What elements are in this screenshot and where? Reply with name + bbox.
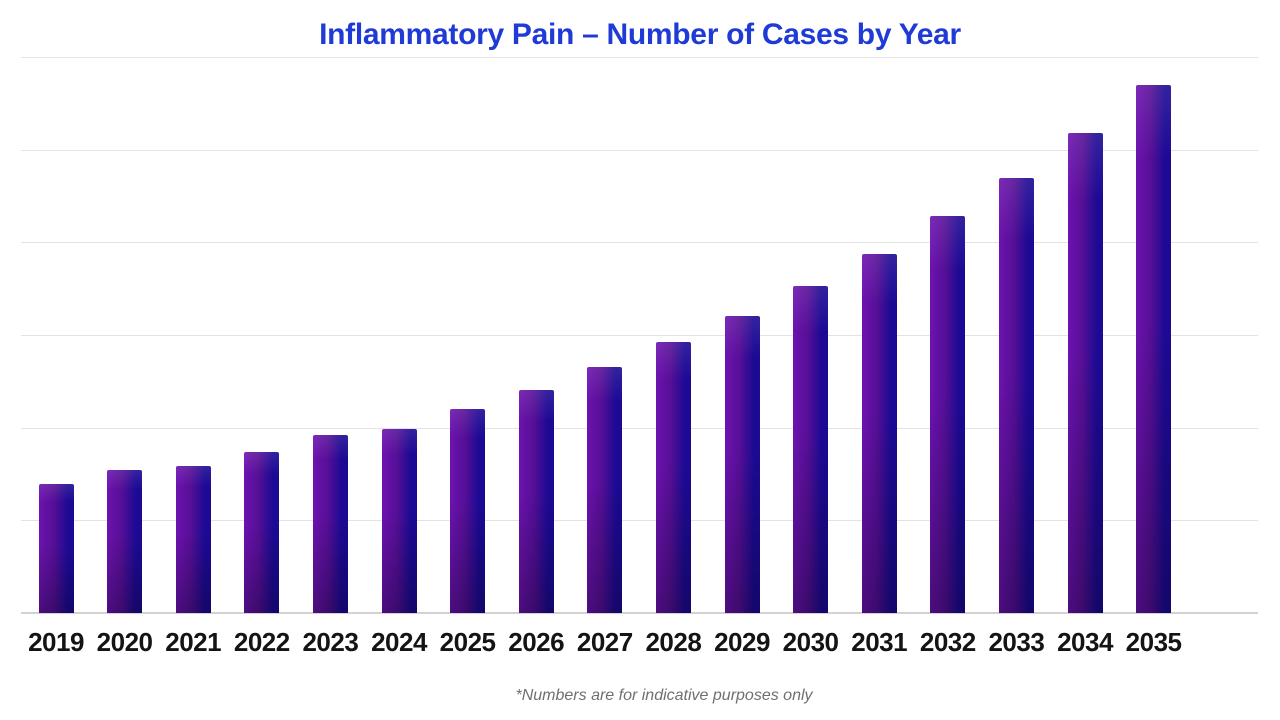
gridline bbox=[21, 335, 1258, 336]
x-tick-label-2026: 2026 bbox=[508, 627, 565, 657]
gridline bbox=[21, 242, 1258, 243]
chart-title: Inflammatory Pain – Number of Cases by Y… bbox=[319, 18, 961, 51]
gridline bbox=[21, 428, 1258, 429]
bar-2021[interactable] bbox=[175, 465, 211, 613]
bar-2034[interactable] bbox=[1067, 133, 1103, 613]
bar-2030[interactable] bbox=[793, 285, 829, 613]
x-tick-label-2035: 2035 bbox=[1125, 627, 1182, 657]
x-tick-label-2030: 2030 bbox=[782, 627, 839, 657]
x-tick-label-2025: 2025 bbox=[439, 627, 496, 657]
x-tick-label-2019: 2019 bbox=[28, 627, 84, 657]
bar-2024[interactable] bbox=[381, 428, 417, 613]
bar-2035[interactable] bbox=[1136, 84, 1172, 613]
bar-2022[interactable] bbox=[244, 451, 280, 613]
x-axis-line bbox=[21, 612, 1258, 614]
bar-2033[interactable] bbox=[998, 177, 1034, 613]
x-tick-label-2024: 2024 bbox=[371, 627, 427, 657]
bar-2025[interactable] bbox=[450, 409, 486, 613]
bar-2019[interactable] bbox=[38, 484, 74, 613]
gridline bbox=[21, 57, 1258, 58]
x-tick-label-2021: 2021 bbox=[165, 627, 222, 657]
bar-2028[interactable] bbox=[655, 342, 691, 613]
bar-2032[interactable] bbox=[930, 216, 966, 613]
bar-2026[interactable] bbox=[518, 389, 554, 613]
x-tick-label-2034: 2034 bbox=[1057, 627, 1113, 657]
gridline bbox=[21, 150, 1258, 151]
x-tick-label-2020: 2020 bbox=[96, 627, 153, 657]
footnote: *Numbers are for indicative purposes onl… bbox=[515, 687, 813, 704]
x-tick-label-2033: 2033 bbox=[988, 627, 1045, 657]
bar-2020[interactable] bbox=[107, 470, 143, 613]
plot-area bbox=[21, 57, 1258, 614]
x-tick-label-2029: 2029 bbox=[714, 627, 770, 657]
x-tick-label-2032: 2032 bbox=[919, 627, 976, 657]
x-tick-label-2023: 2023 bbox=[302, 627, 359, 657]
bar-2031[interactable] bbox=[861, 253, 897, 613]
x-tick-label-2022: 2022 bbox=[233, 627, 290, 657]
bar-2027[interactable] bbox=[587, 366, 623, 613]
x-tick-label-2028: 2028 bbox=[645, 627, 702, 657]
x-tick-label-2031: 2031 bbox=[851, 627, 908, 657]
x-axis-labels: 2019 2020 2021 2022 2023 2024 2025 2026 2027 2028… bbox=[21, 628, 1258, 662]
bar-2023[interactable] bbox=[312, 435, 348, 613]
gridline bbox=[21, 520, 1258, 521]
bar-2029[interactable] bbox=[724, 315, 760, 613]
x-tick-label-2027: 2027 bbox=[576, 627, 633, 657]
